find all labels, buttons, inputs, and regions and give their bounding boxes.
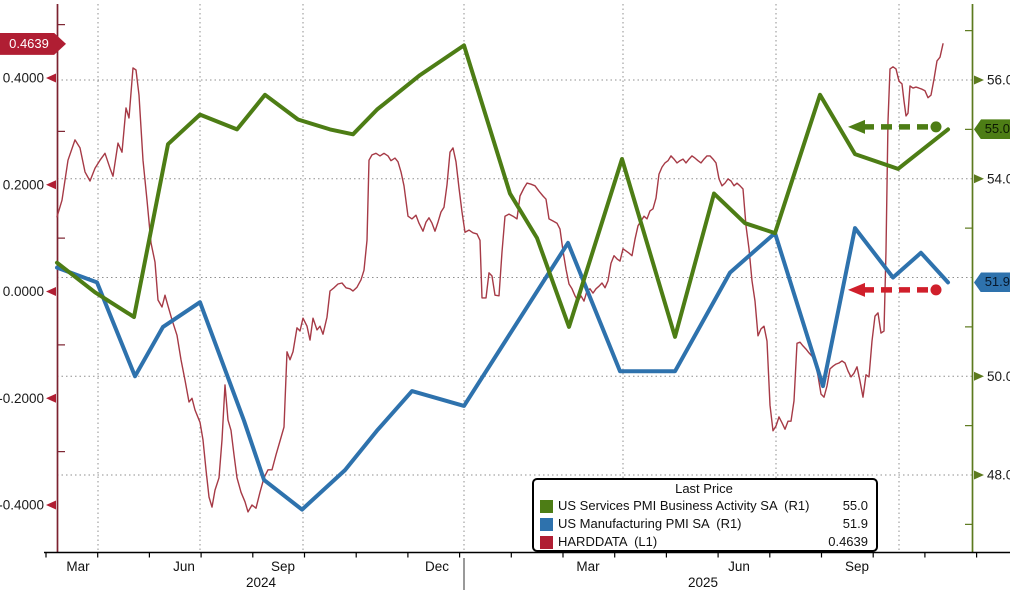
series-line-us-services-pmi-business-activity-sa bbox=[55, 43, 950, 339]
right-axis-tick-label: 56.0 bbox=[987, 73, 1010, 88]
legend-value: 0.4639 bbox=[828, 534, 868, 549]
chart-legend: Last Price US Services PMI Business Acti… bbox=[532, 478, 878, 552]
left-axis-tick-arrow bbox=[46, 287, 56, 296]
month-label: Mar bbox=[576, 559, 600, 574]
left-axis-tick-label: 0.4000 bbox=[3, 71, 44, 86]
month-label: Mar bbox=[66, 559, 90, 574]
year-label: 2024 bbox=[246, 575, 277, 590]
left-axis-tick-label: 0.2000 bbox=[3, 177, 44, 192]
harddata-color-swatch bbox=[540, 535, 553, 549]
right-axis-tick-label: 48.0 bbox=[987, 468, 1010, 483]
legend-label: US Manufacturing PMI SA (R1) bbox=[558, 516, 742, 531]
right-axis-tick-arrow bbox=[974, 75, 984, 85]
left-axis-tick-label: 0.0000 bbox=[3, 284, 44, 299]
series-line-us-manufacturing-pmi-sa bbox=[55, 226, 950, 512]
right-axis-tick-label: 54.0 bbox=[987, 171, 1010, 186]
month-label: Sep bbox=[845, 559, 869, 574]
month-label: Jun bbox=[728, 559, 750, 574]
left-axis-tick-arrow bbox=[46, 180, 56, 190]
legend-value: 51.9 bbox=[842, 516, 868, 531]
right-axis-services-badge: 55.0 bbox=[974, 119, 1010, 140]
legend-label: HARDDATA (L1) bbox=[558, 534, 658, 549]
legend-value: 55.0 bbox=[842, 498, 868, 513]
left-axis-tick-arrow bbox=[46, 393, 56, 403]
services-color-swatch bbox=[540, 499, 553, 513]
year-label: 2025 bbox=[688, 575, 718, 590]
dashed-arrow-head bbox=[848, 282, 865, 297]
legend-row-manufacturing: US Manufacturing PMI SA (R1) 51.9 bbox=[540, 515, 868, 533]
right-axis-tick-arrow bbox=[974, 371, 984, 381]
series-line-harddata bbox=[56, 43, 944, 513]
legend-row-harddata: HARDDATA (L1) 0.4639 bbox=[540, 533, 868, 551]
dashed-arrow-dot bbox=[930, 284, 942, 296]
right-axis-tick-arrow bbox=[974, 174, 984, 184]
left-axis-tick-arrow bbox=[46, 73, 56, 83]
left-axis-tick-arrow bbox=[46, 500, 56, 510]
legend-label: US Services PMI Business Activity SA (R1… bbox=[558, 498, 810, 513]
dashed-arrow-dot bbox=[930, 121, 942, 133]
right-axis-tick-label: 50.0 bbox=[987, 369, 1010, 384]
right-axis-manufacturing-badge: 51.9 bbox=[974, 272, 1010, 293]
left-axis-tick-label: -0.4000 bbox=[0, 498, 44, 513]
dashed-arrow-head bbox=[848, 119, 865, 134]
month-label: Sep bbox=[271, 559, 295, 574]
left-axis-tick-label: -0.2000 bbox=[0, 391, 44, 406]
month-label: Dec bbox=[425, 559, 449, 574]
manufacturing-color-swatch bbox=[540, 517, 553, 531]
legend-row-services: US Services PMI Business Activity SA (R1… bbox=[540, 497, 868, 515]
legend-title: Last Price bbox=[675, 481, 733, 496]
month-label: Jun bbox=[173, 559, 195, 574]
right-axis-tick-arrow bbox=[974, 470, 984, 480]
left-axis-last-value-badge: 0.4639 bbox=[0, 32, 66, 55]
